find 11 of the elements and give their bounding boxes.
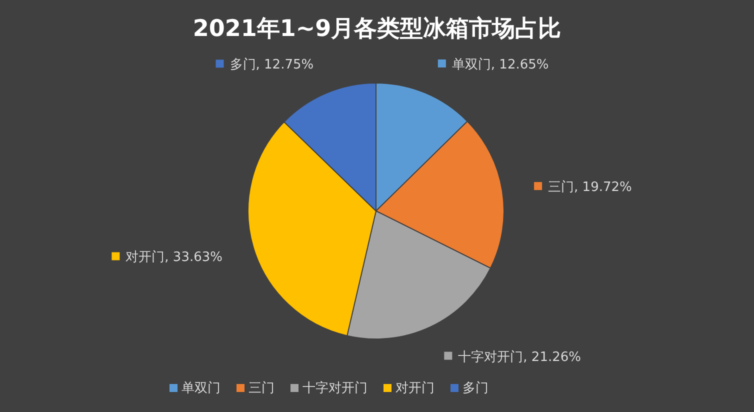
data-label: 单双门, 12.65% <box>452 56 549 72</box>
data-label: 十字对开门, 21.26% <box>458 348 582 365</box>
data-label: 对开门, 33.63% <box>126 249 223 266</box>
legend-label: 对开门 <box>396 380 434 396</box>
legend-label: 十字对开门 <box>302 380 368 396</box>
data-label: 多门, 12.75% <box>230 56 314 73</box>
data-label: 三门, 19.72% <box>548 179 632 196</box>
legend-label: 三门 <box>248 380 274 396</box>
legend-label: 单双门 <box>182 380 220 396</box>
legend-label: 多门 <box>462 380 488 396</box>
chart-title: 2021年1~9月各类型冰箱市场占比 <box>192 15 562 42</box>
